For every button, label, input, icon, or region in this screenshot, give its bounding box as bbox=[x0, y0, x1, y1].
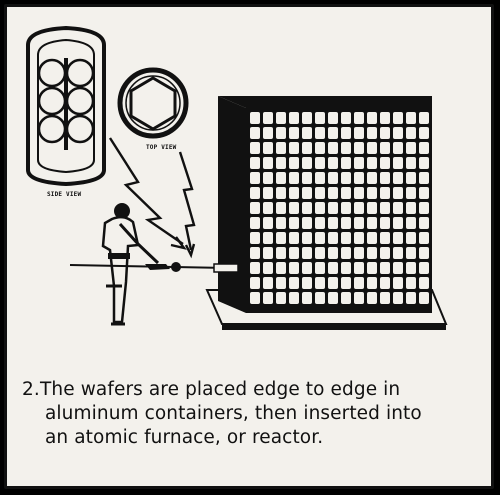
lightning-pointer-right bbox=[178, 151, 196, 259]
lightning-pointer-left bbox=[108, 137, 187, 250]
reactor-block bbox=[205, 96, 448, 330]
top-view-label: TOP VIEW bbox=[146, 144, 177, 151]
caption-line-1: The wafers are placed edge to edge in bbox=[40, 379, 401, 400]
caption-number: 2. bbox=[22, 379, 40, 400]
side-view-label: SIDE VIEW bbox=[47, 191, 81, 198]
top-view-ring: TOP VIEW bbox=[117, 67, 189, 151]
caption-text: 2.The wafers are placed edge to edge in … bbox=[22, 378, 482, 450]
caption-line-2: aluminum containers, then inserted into bbox=[45, 403, 422, 424]
reactor-channel-grid bbox=[250, 112, 429, 304]
loading-rod bbox=[69, 262, 239, 273]
caption-line-3: an atomic furnace, or reactor. bbox=[45, 427, 324, 448]
operator-figure bbox=[101, 203, 160, 326]
side-view-canister: SIDE VIEW bbox=[26, 25, 106, 198]
